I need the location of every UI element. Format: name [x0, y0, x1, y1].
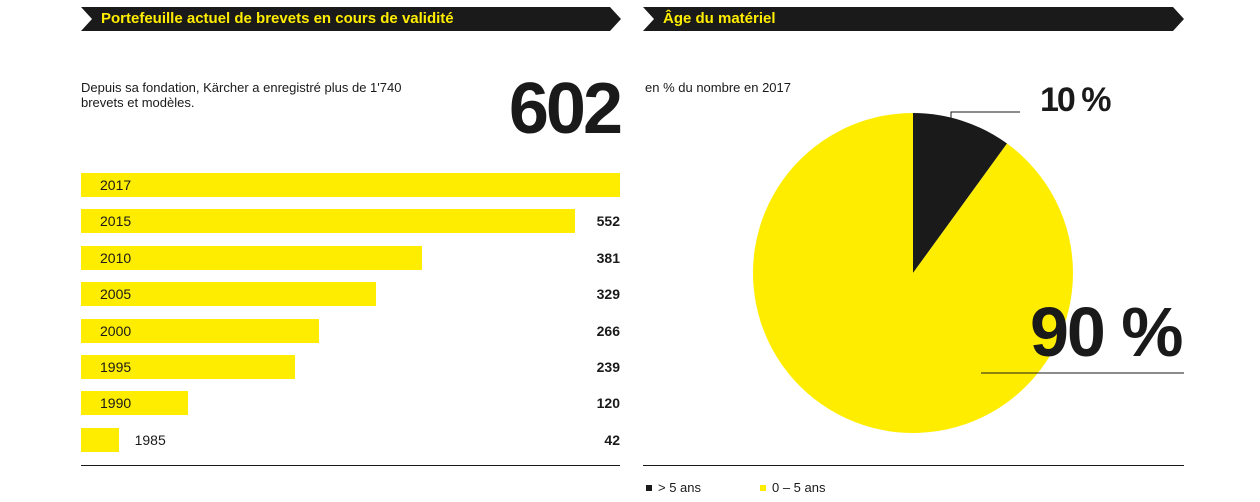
legend-item-older: > 5 ans	[646, 480, 701, 496]
bar-value-label-2010: 381	[596, 249, 620, 266]
bar-year-label-1985: 1985	[134, 431, 166, 448]
current-patents-total: 602	[508, 69, 623, 149]
pie-slice-newer	[753, 113, 1073, 433]
legend-label-older: > 5 ans	[658, 480, 702, 495]
bar-2017	[81, 173, 620, 197]
legend-item-newer: 0 – 5 ans	[760, 480, 826, 496]
bar-1995	[81, 355, 295, 379]
leader-line-older	[950, 111, 1020, 140]
pie-slice-older	[913, 113, 1008, 273]
patents-bar-chart: 2017 2015 552 2010 381 2005 329 2000 266 1995 239 1…	[81, 173, 620, 452]
legend-label-newer: 0 – 5 ans	[772, 480, 826, 495]
bar-1990	[81, 391, 189, 416]
bar-year-label-2010: 2010	[100, 249, 132, 266]
legend-swatch-older	[646, 485, 652, 491]
bar-year-label-1995: 1995	[100, 359, 132, 375]
bar-value-label-2005: 329	[596, 286, 620, 303]
bar-2000	[81, 318, 320, 343]
pie-label-newer: 90 %	[1030, 293, 1184, 371]
legend-swatch-newer	[760, 485, 766, 491]
bar-2005	[81, 282, 376, 307]
bar-year-label-1990: 1990	[100, 395, 132, 412]
bar-value-label-2015: 552	[596, 213, 620, 230]
bar-chart-baseline	[81, 465, 620, 466]
patent-portfolio-title: Portefeuille actuel de brevets en cours …	[81, 7, 621, 31]
bar-value-label-1985: 42	[604, 431, 620, 448]
bar-value-label-2000: 266	[596, 322, 620, 339]
bar-year-label-2005: 2005	[100, 286, 132, 303]
bar-value-label-1995: 239	[596, 359, 620, 375]
pie-label-older: 10 %	[1040, 81, 1111, 119]
bar-year-label-2017: 2017	[100, 177, 132, 193]
bar-year-label-2000: 2000	[100, 322, 132, 339]
patent-description: Depuis sa fondation, Kärcher a enregistr…	[81, 80, 402, 110]
bar-1985	[81, 427, 119, 452]
bar-2010	[81, 245, 423, 270]
bar-year-label-2015: 2015	[100, 213, 132, 230]
equipment-age-title: Âge du matériel	[643, 7, 1184, 31]
bar-value-label-1990: 120	[596, 395, 620, 412]
pie-chart-baseline	[643, 465, 1184, 466]
pie-description: en % du nombre en 2017	[645, 80, 791, 95]
equipment-age-pie-chart	[753, 111, 1184, 433]
bar-2015	[81, 209, 576, 234]
